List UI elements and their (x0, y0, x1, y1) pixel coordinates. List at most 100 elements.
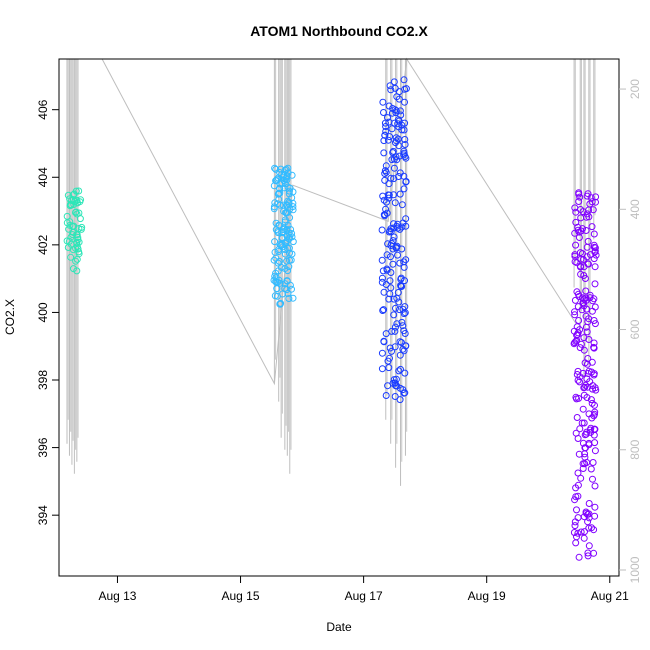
data-point (396, 338, 404, 346)
data-point (392, 323, 399, 331)
data-point (574, 469, 582, 477)
data-point (380, 109, 387, 116)
data-point (379, 192, 387, 200)
data-point (573, 259, 581, 267)
data-point (387, 86, 395, 94)
data-point (378, 349, 386, 357)
data-point (282, 209, 290, 217)
data-point (73, 267, 81, 275)
x-tick-label: Aug 13 (98, 589, 136, 603)
data-point (585, 524, 593, 532)
data-point (387, 269, 395, 276)
y-tick-label: 394 (36, 505, 50, 525)
x-tick-label: Aug 17 (345, 589, 383, 603)
data-point (590, 339, 598, 347)
data-point (398, 201, 406, 209)
data-point (581, 528, 588, 536)
data-point (384, 382, 392, 390)
data-point (573, 288, 581, 296)
data-point (283, 257, 291, 265)
y-tick-label: 400 (36, 302, 50, 322)
data-point (380, 137, 388, 145)
data-point (289, 294, 297, 302)
data-point (381, 167, 389, 175)
x-axis-label: Date (326, 620, 352, 634)
data-point (586, 294, 594, 302)
data-point (573, 533, 580, 541)
data-point (385, 191, 393, 199)
data-point (579, 460, 587, 468)
data-point (401, 119, 409, 127)
data-point (577, 270, 585, 278)
data-point (388, 125, 396, 133)
data-point (68, 197, 76, 204)
data-point (392, 304, 399, 312)
data-point (382, 162, 390, 170)
data-point (400, 76, 408, 84)
data-point (78, 223, 86, 231)
data-point (389, 260, 397, 268)
data-point (390, 78, 398, 86)
data-point (396, 396, 404, 404)
y-tick-label: 396 (36, 437, 50, 457)
data-point (579, 405, 587, 413)
data-point (69, 228, 77, 236)
data-point (582, 287, 590, 295)
data-point (391, 199, 399, 207)
data-point (274, 227, 282, 235)
data-point (577, 474, 585, 482)
data-point (575, 553, 583, 561)
data-point (400, 347, 408, 355)
data-point (383, 251, 391, 259)
y-axis: 394 396 398 400 402 404 406 (36, 99, 59, 525)
x-tick-label: Aug 21 (591, 589, 629, 603)
data-point (588, 223, 596, 231)
data-point (584, 552, 592, 560)
data-point (398, 245, 406, 253)
data-point (579, 225, 586, 233)
data-point (379, 307, 387, 314)
data-point (588, 307, 596, 315)
data-point (572, 208, 580, 216)
data-point (380, 306, 388, 314)
y2-tick-label: 200 (628, 79, 642, 99)
data-point (66, 218, 74, 226)
data-point (378, 226, 386, 234)
data-point (390, 311, 398, 319)
data-point (590, 230, 598, 238)
data-point (581, 383, 589, 391)
data-point (270, 256, 278, 264)
data-point (384, 136, 392, 144)
data-point (591, 401, 598, 409)
data-point (73, 239, 81, 247)
data-point (592, 386, 600, 394)
data-point (288, 233, 296, 241)
data-point (274, 190, 282, 198)
data-point (385, 364, 393, 372)
data-point (75, 209, 83, 217)
data-point (276, 241, 284, 248)
data-point (573, 506, 580, 514)
data-point (572, 493, 580, 501)
data-point (577, 340, 585, 348)
data-point (589, 206, 597, 214)
data-point (583, 213, 590, 221)
data-point (383, 198, 390, 206)
data-point (273, 285, 281, 293)
data-point (382, 127, 390, 135)
data-point (400, 389, 408, 397)
data-point (400, 185, 408, 193)
data-point (589, 475, 596, 483)
data-point (580, 534, 588, 542)
data-point (272, 165, 280, 173)
data-point (389, 149, 397, 157)
data-point (592, 193, 600, 201)
data-point (592, 198, 599, 206)
depth-track-line (101, 57, 577, 386)
y2-tick-label: 400 (628, 199, 642, 219)
data-point (579, 465, 587, 472)
data-point (585, 542, 593, 550)
data-point (382, 281, 390, 288)
y-tick-label: 398 (36, 370, 50, 390)
data-point (378, 278, 386, 286)
